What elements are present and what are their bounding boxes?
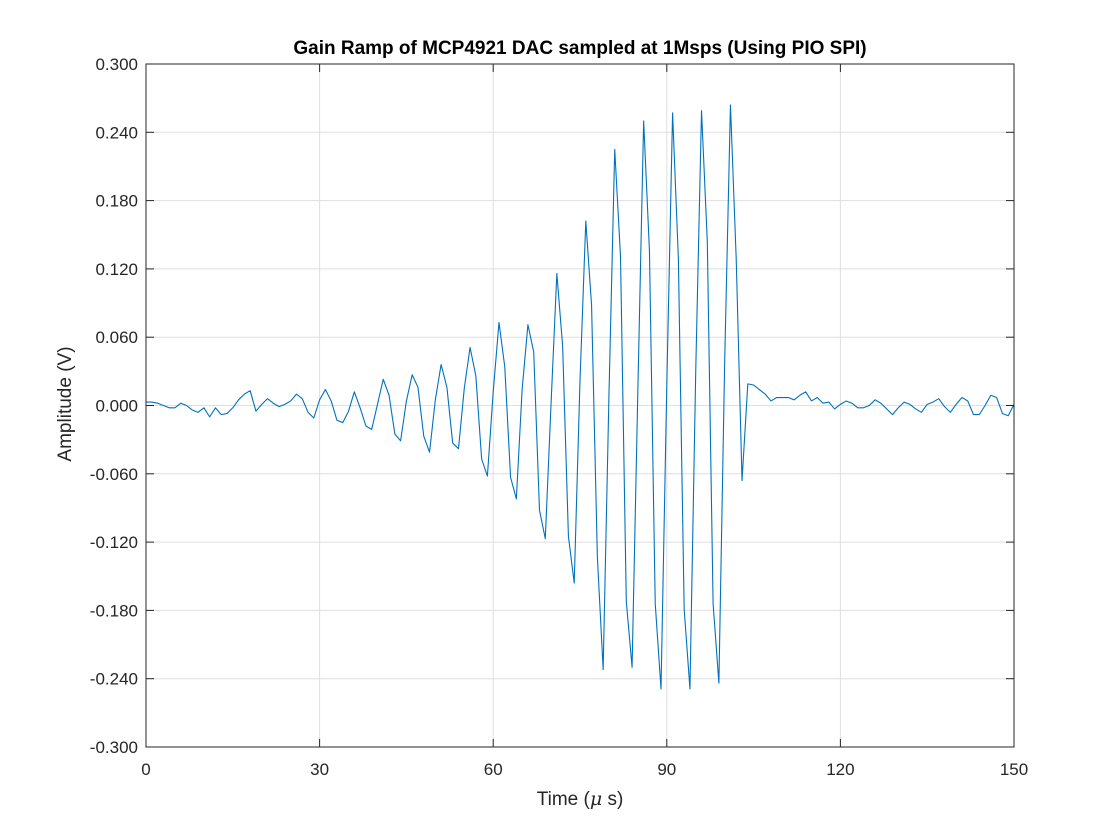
y-tick-label: -0.240	[90, 670, 138, 689]
series-layer	[146, 104, 1015, 690]
x-axis-label-symbol: μ	[590, 788, 602, 810]
x-tick-label: 150	[1000, 760, 1028, 779]
x-axis-label-suffix: s)	[602, 789, 623, 810]
x-axis-label: Time (μ s)	[537, 788, 624, 810]
x-tick-label: 60	[484, 760, 503, 779]
y-tick-label: 0.180	[95, 192, 138, 211]
x-axis-label-prefix: Time (	[537, 789, 591, 810]
x-tick-label: 30	[310, 760, 329, 779]
y-tick-label: 0.240	[95, 123, 138, 142]
y-tick-label: -0.060	[90, 465, 138, 484]
y-tick-label: -0.120	[90, 533, 138, 552]
y-tick-label: 0.300	[95, 55, 138, 74]
y-tick-label: -0.300	[90, 738, 138, 757]
y-tick-label: 0.120	[95, 260, 138, 279]
tick-layer: 0 30 60 90 120 150 -0.300 -0.240 -0.180 -0.120 -0.…	[90, 55, 1028, 779]
y-tick-label: 0.060	[95, 328, 138, 347]
chart-title: Gain Ramp of MCP4921 DAC sampled at 1Msp…	[293, 38, 866, 59]
y-tick-label: 0.000	[95, 397, 138, 416]
x-tick-label: 120	[826, 760, 854, 779]
y-axis-label: Amplitude (V)	[55, 346, 76, 461]
signal-series-line	[146, 104, 1015, 690]
x-tick-label: 0	[141, 760, 150, 779]
x-tick-label: 90	[657, 760, 676, 779]
y-tick-label: -0.180	[90, 601, 138, 620]
